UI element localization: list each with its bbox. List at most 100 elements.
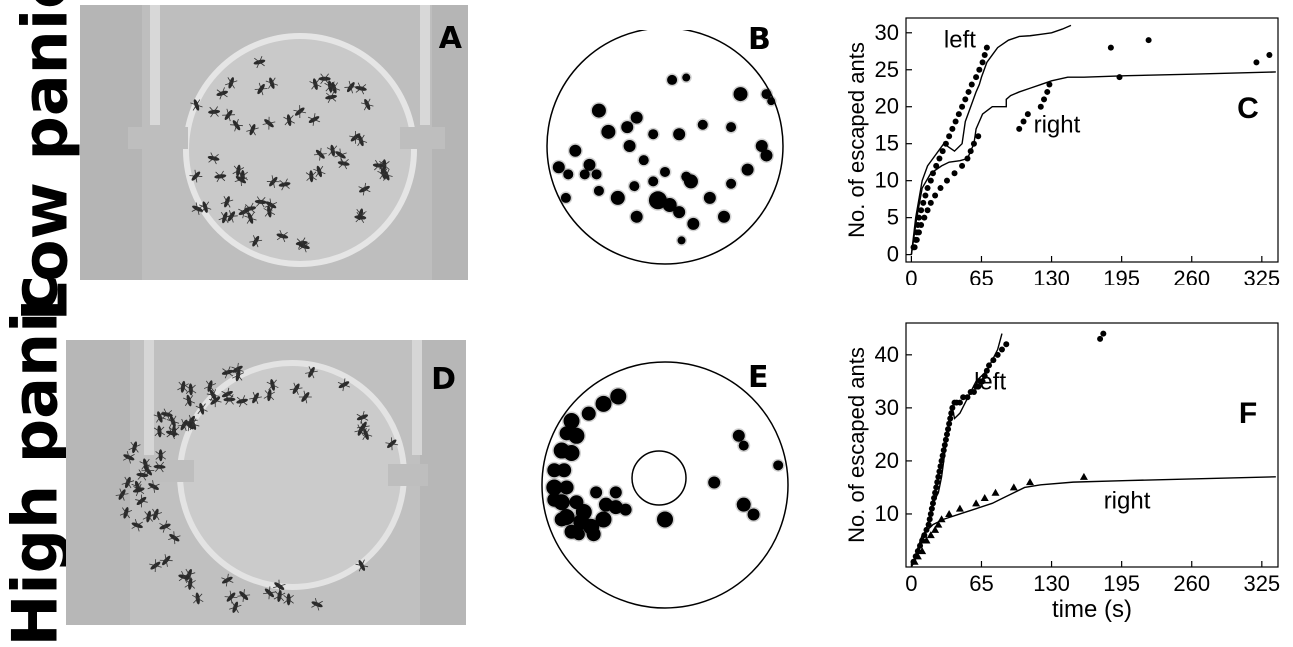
ant-silhouette	[182, 568, 196, 581]
data-point-left	[924, 185, 931, 192]
data-point-left	[983, 44, 990, 51]
y-tick-label: 20	[875, 448, 899, 473]
ant-markers-e	[544, 386, 785, 543]
photo-d-drawing	[66, 340, 466, 625]
data-point-right	[1079, 472, 1088, 480]
row-label-high-panic: High panic	[0, 274, 72, 647]
ant-silhouette	[254, 196, 267, 208]
data-point-left	[920, 199, 927, 206]
data-point-left	[962, 96, 969, 103]
ant-marker	[677, 236, 686, 245]
ant-marker	[560, 192, 571, 203]
x-axis-label: time (s)	[1052, 596, 1132, 623]
ant-marker	[557, 463, 572, 478]
data-point-right	[934, 520, 943, 528]
ant-silhouette	[149, 508, 163, 521]
ant-marker	[630, 210, 643, 223]
ant-silhouette	[216, 87, 228, 100]
ant-silhouette	[244, 202, 257, 215]
data-point-right	[943, 177, 950, 184]
ant-silhouette	[115, 488, 129, 501]
photo-a-drawing	[80, 5, 468, 280]
data-point-right	[924, 207, 931, 214]
ant-silhouette	[327, 82, 341, 94]
panel-letter: C	[1237, 92, 1259, 125]
y-tick-label: 10	[875, 501, 899, 526]
data-point-right	[1037, 103, 1044, 110]
ant-silhouette	[309, 78, 322, 90]
ant-marker	[621, 121, 634, 134]
ant-silhouette	[207, 152, 220, 165]
ant-marker	[591, 169, 602, 180]
ant-marker	[683, 174, 698, 189]
ant-silhouette	[354, 424, 368, 437]
data-point-left	[959, 103, 966, 110]
data-point-left	[970, 388, 977, 395]
ant-silhouette	[195, 402, 208, 415]
ant-marker	[559, 480, 574, 495]
data-point-left	[918, 207, 925, 214]
ant-marker	[610, 190, 625, 205]
ant-silhouette	[278, 178, 291, 191]
y-tick-label: 30	[875, 395, 899, 420]
ant-silhouette	[313, 147, 327, 161]
ant-marker	[623, 140, 636, 152]
ant-silhouette	[229, 601, 242, 613]
ant-silhouette	[266, 379, 279, 391]
ant-silhouette	[263, 205, 276, 218]
data-point-left	[976, 66, 983, 73]
ant-marker	[726, 122, 737, 133]
data-point-right	[1266, 51, 1273, 58]
ant-silhouette	[131, 519, 143, 532]
data-point-right	[991, 488, 1000, 496]
y-tick-label: 5	[887, 205, 899, 230]
photo-low-panic-experiment: A	[80, 5, 468, 280]
ant-marker	[583, 158, 596, 171]
ant-silhouette	[224, 210, 238, 223]
ant-silhouette	[249, 235, 263, 248]
ant-marker	[629, 181, 640, 192]
data-point-left	[965, 88, 972, 95]
x-tick-label: 65	[969, 266, 993, 285]
panel-letter-b: B	[748, 22, 771, 57]
ant-silhouette	[155, 449, 167, 462]
ant-silhouette	[246, 123, 259, 136]
ant-marker	[747, 508, 760, 521]
ant-marker	[595, 395, 612, 412]
ant-marker	[761, 89, 772, 100]
x-tick-label: 260	[1173, 266, 1210, 285]
data-point-left	[936, 155, 943, 162]
series-line-left	[910, 24, 1072, 255]
ant-silhouette	[131, 480, 144, 493]
diagram-e-ant-positions	[541, 361, 789, 609]
data-point-left	[956, 399, 963, 406]
ant-marker	[760, 149, 773, 162]
ant-silhouette	[249, 391, 262, 405]
ant-silhouette	[121, 476, 135, 489]
ant-silhouette	[189, 169, 203, 183]
data-point-right	[931, 525, 940, 533]
ant-silhouette	[142, 510, 155, 523]
data-point-right	[951, 170, 958, 177]
ant-silhouette	[305, 366, 318, 379]
data-point-left	[955, 111, 962, 118]
data-point-right	[918, 222, 925, 229]
y-tick-label: 10	[875, 168, 899, 193]
ant-silhouette	[123, 451, 135, 464]
ant-silhouette	[379, 159, 390, 172]
data-point-left	[929, 170, 936, 177]
ant-marker	[591, 103, 606, 118]
ant-silhouette	[283, 114, 295, 127]
ant-silhouette	[183, 394, 196, 407]
ant-silhouette	[337, 157, 350, 170]
ant-silhouette	[199, 201, 212, 213]
data-point-left	[1100, 330, 1107, 337]
ant-silhouette	[159, 520, 171, 533]
ant-silhouette	[220, 196, 234, 208]
ant-marker	[673, 128, 686, 141]
ant-marker	[547, 463, 562, 478]
ant-silhouette	[166, 415, 180, 428]
ant-marker	[569, 144, 582, 157]
ant-silhouette	[372, 159, 385, 172]
